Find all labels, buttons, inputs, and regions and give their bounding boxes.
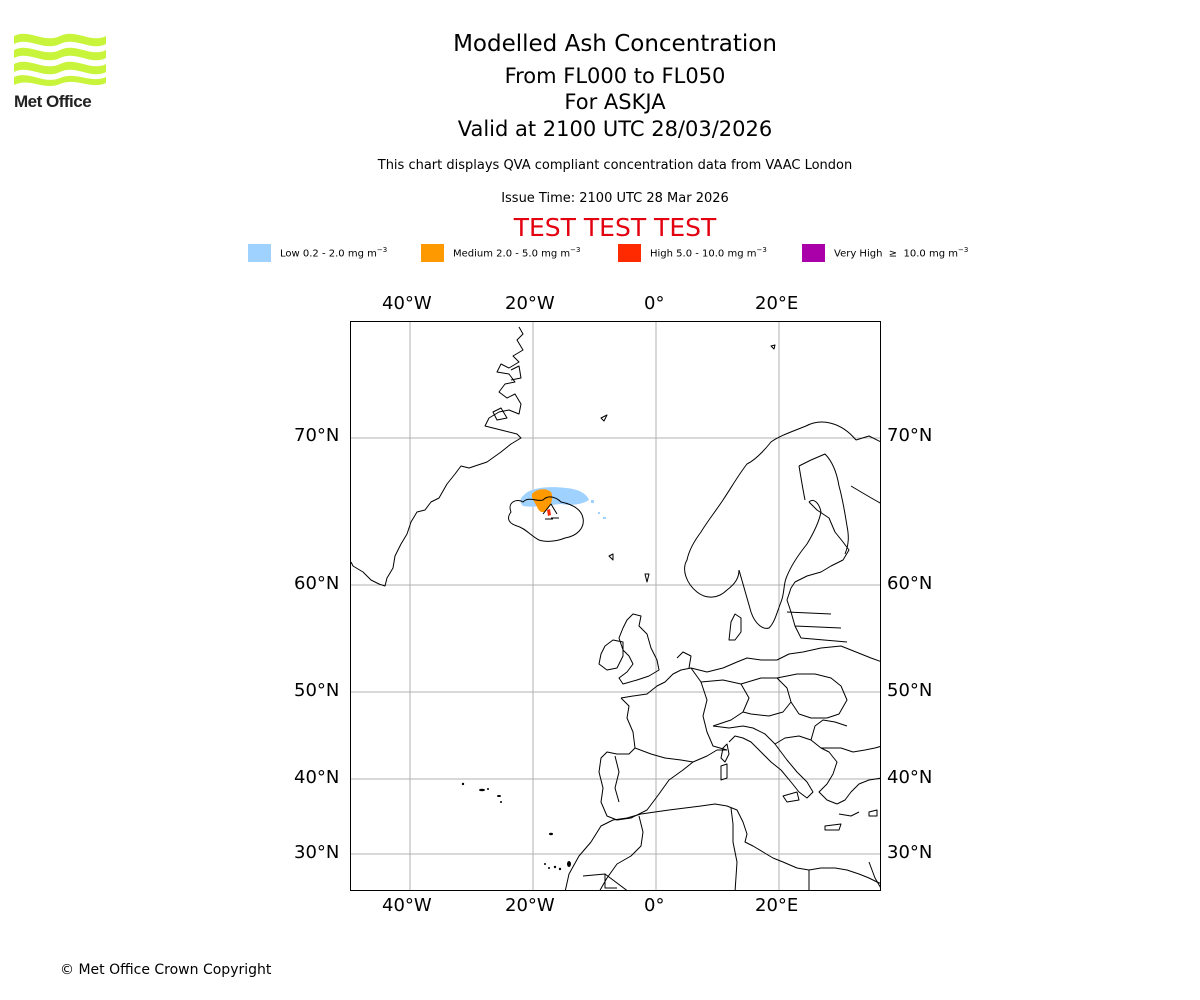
atlantic-islands	[461, 782, 571, 871]
legend-label-very-high: Very High ≥ 10.0 mg m−3	[834, 246, 969, 260]
legend-item-medium: Medium 2.0 - 5.0 mg m−3	[421, 244, 580, 262]
lon-label-bottom-0: 0°	[644, 895, 665, 916]
legend-label-high: High 5.0 - 10.0 mg m−3	[650, 246, 767, 260]
legend-swatch-very-high	[802, 244, 825, 262]
met-office-logo-text: Met Office	[14, 92, 92, 111]
legend-swatch-high	[618, 244, 641, 262]
coastlines	[351, 326, 880, 890]
copyright-notice: © Met Office Crown Copyright	[60, 962, 272, 978]
lat-label-left-60n: 60°N	[294, 573, 340, 594]
lat-label-right-30n: 30°N	[887, 842, 933, 863]
lon-label-top-40w: 40°W	[382, 293, 432, 314]
map-canvas	[351, 322, 880, 890]
volcano-name: For ASKJA	[564, 90, 666, 114]
lon-label-bottom-20e: 20°E	[755, 895, 799, 916]
legend-item-very-high: Very High ≥ 10.0 mg m−3	[802, 244, 968, 262]
compliance-note: This chart displays QVA compliant concen…	[377, 158, 853, 173]
lat-label-left-50n: 50°N	[294, 680, 340, 701]
lon-label-top-20w: 20°W	[505, 293, 555, 314]
legend-label-low: Low 0.2 - 2.0 mg m−3	[280, 246, 388, 260]
lat-label-right-40n: 40°N	[887, 767, 933, 788]
flight-level-range: From FL000 to FL050	[504, 64, 726, 88]
lat-label-left-30n: 30°N	[294, 842, 340, 863]
lon-label-bottom-20w: 20°W	[505, 895, 555, 916]
legend-item-high: High 5.0 - 10.0 mg m−3	[618, 244, 767, 262]
met-office-logo: Met Office	[14, 30, 106, 112]
lat-label-right-50n: 50°N	[887, 680, 933, 701]
lat-label-right-60n: 60°N	[887, 573, 933, 594]
lon-label-top-20e: 20°E	[755, 293, 799, 314]
valid-time: Valid at 2100 UTC 28/03/2026	[457, 117, 773, 141]
lat-label-left-70n: 70°N	[294, 425, 340, 446]
ash-concentration-map[interactable]	[350, 321, 881, 891]
lat-label-right-70n: 70°N	[887, 425, 933, 446]
test-banner: TEST TEST TEST	[513, 213, 717, 242]
concentration-legend: Low 0.2 - 2.0 mg m−3 Medium 2.0 - 5.0 mg…	[0, 244, 1200, 264]
lon-label-top-0: 0°	[644, 293, 665, 314]
lat-label-left-40n: 40°N	[294, 767, 340, 788]
met-office-waves-icon	[14, 33, 106, 87]
legend-label-medium: Medium 2.0 - 5.0 mg m−3	[453, 246, 581, 260]
legend-swatch-low	[248, 244, 271, 262]
lon-label-bottom-40w: 40°W	[382, 895, 432, 916]
issue-time: Issue Time: 2100 UTC 28 Mar 2026	[501, 191, 729, 206]
legend-item-low: Low 0.2 - 2.0 mg m−3	[248, 244, 387, 262]
graticule	[351, 322, 880, 890]
chart-title: Modelled Ash Concentration	[453, 31, 777, 57]
legend-swatch-medium	[421, 244, 444, 262]
